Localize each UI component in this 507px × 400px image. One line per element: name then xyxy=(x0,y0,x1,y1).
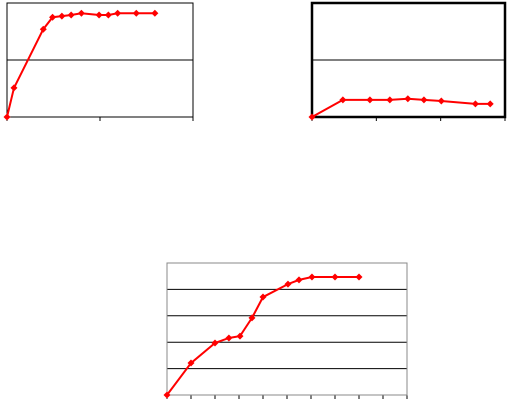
data-point xyxy=(104,11,112,19)
data-point xyxy=(10,84,18,92)
data-point xyxy=(366,96,374,104)
plot-frame xyxy=(6,2,194,118)
data-point xyxy=(49,13,57,21)
plot-frame xyxy=(166,262,408,396)
data-point xyxy=(67,11,75,19)
data-point xyxy=(187,359,195,367)
data-point xyxy=(339,96,347,104)
data-point xyxy=(437,97,445,105)
series-line xyxy=(6,12,155,118)
series-line xyxy=(166,275,359,396)
data-point xyxy=(77,9,85,17)
data-point xyxy=(132,9,140,17)
data-point xyxy=(225,334,233,342)
data-point xyxy=(95,11,103,19)
data-point xyxy=(308,113,316,121)
data-point xyxy=(308,273,316,281)
data-point xyxy=(386,96,394,104)
data-point xyxy=(355,273,363,281)
data-point xyxy=(39,25,47,33)
series-line xyxy=(311,97,491,118)
data-point xyxy=(420,96,428,104)
data-point xyxy=(248,314,256,322)
data-point xyxy=(114,9,122,17)
data-point xyxy=(295,276,303,284)
data-point xyxy=(211,339,219,347)
data-point xyxy=(471,100,479,108)
plot-frame xyxy=(310,1,507,119)
data-point xyxy=(284,280,292,288)
data-point xyxy=(331,273,339,281)
data-point xyxy=(3,113,11,121)
data-point xyxy=(486,100,494,108)
data-point xyxy=(259,293,267,301)
data-point xyxy=(236,332,244,340)
data-point xyxy=(404,95,412,103)
data-point xyxy=(163,391,171,399)
data-point xyxy=(151,9,159,17)
data-point xyxy=(58,12,66,20)
